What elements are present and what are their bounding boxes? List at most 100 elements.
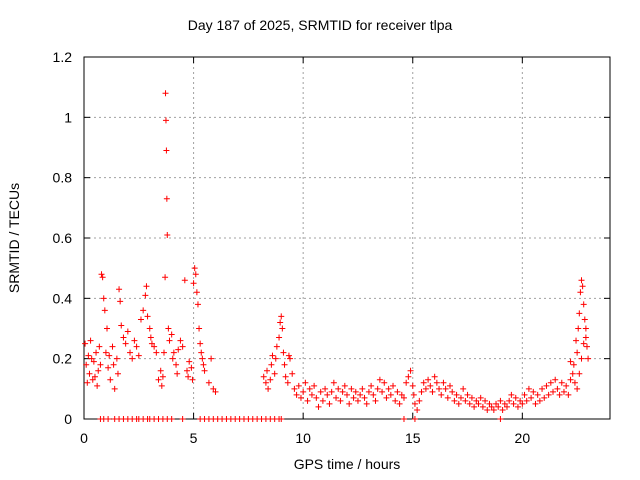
data-point — [147, 334, 154, 341]
data-point — [85, 352, 92, 359]
data-point — [431, 373, 438, 380]
data-point — [160, 349, 167, 356]
data-point — [574, 385, 581, 392]
data-point — [462, 397, 469, 404]
data-point — [102, 349, 109, 356]
data-point — [268, 361, 275, 368]
data-point — [530, 388, 537, 395]
data-point — [194, 301, 201, 308]
data-point — [368, 382, 375, 389]
data-point — [287, 355, 294, 362]
data-point — [525, 385, 532, 392]
data-point — [186, 358, 193, 365]
data-point — [374, 385, 381, 392]
data-point — [276, 334, 283, 341]
data-point — [468, 394, 475, 401]
y-tick-label: 0.8 — [53, 170, 73, 186]
data-point — [188, 364, 195, 371]
data-point — [556, 391, 563, 398]
data-point — [330, 379, 337, 386]
data-point — [120, 334, 127, 341]
data-point — [370, 391, 377, 398]
data-point — [354, 397, 361, 404]
data-point — [396, 400, 403, 407]
data-point — [490, 406, 497, 413]
data-point — [466, 400, 473, 407]
data-point — [580, 301, 587, 308]
data-point — [473, 397, 480, 404]
data-point — [205, 379, 212, 386]
data-point — [162, 117, 169, 124]
data-point — [493, 400, 500, 407]
data-point — [306, 385, 313, 392]
data-point — [460, 385, 467, 392]
data-point — [289, 370, 296, 377]
data-point — [281, 361, 288, 368]
data-point — [201, 367, 208, 374]
data-point — [447, 382, 454, 389]
data-point — [357, 391, 364, 398]
data-point — [97, 361, 104, 368]
data-point — [127, 349, 134, 356]
data-point — [508, 391, 515, 398]
data-point — [140, 307, 147, 314]
data-point — [352, 388, 359, 395]
data-point — [455, 400, 462, 407]
data-point — [554, 385, 561, 392]
data-point — [91, 373, 98, 380]
data-point — [387, 391, 394, 398]
data-point — [133, 343, 140, 350]
data-point — [300, 388, 307, 395]
data-point — [488, 403, 495, 410]
data-point — [563, 382, 570, 389]
data-point — [407, 367, 414, 374]
data-point — [151, 343, 158, 350]
data-point — [433, 379, 440, 386]
data-point — [96, 343, 103, 350]
x-axis-label: GPS time / hours — [293, 456, 401, 472]
data-point — [105, 416, 112, 422]
data-point — [93, 349, 100, 356]
data-point — [267, 376, 274, 383]
data-point — [200, 361, 207, 368]
data-point — [376, 376, 383, 383]
data-point — [153, 349, 160, 356]
y-tick-label: 0.2 — [53, 351, 73, 367]
data-point — [311, 382, 318, 389]
data-point — [212, 388, 219, 395]
data-point — [578, 355, 585, 362]
data-point — [539, 385, 546, 392]
data-point — [197, 340, 204, 347]
data-point — [344, 391, 350, 398]
y-tick-label: 1.2 — [53, 49, 73, 65]
data-point — [279, 325, 286, 332]
data-point — [181, 277, 188, 284]
data-point — [359, 385, 366, 392]
data-point — [117, 298, 124, 305]
data-point — [519, 400, 526, 407]
data-point — [410, 391, 417, 398]
data-point — [179, 343, 186, 350]
data-point — [523, 397, 530, 404]
data-point — [165, 325, 172, 332]
data-point — [90, 358, 97, 365]
data-point — [346, 400, 353, 407]
data-point — [328, 388, 335, 395]
data-point — [116, 286, 123, 293]
data-point — [199, 355, 206, 362]
data-point — [550, 388, 557, 395]
data-point — [405, 373, 412, 380]
data-point — [348, 385, 355, 392]
data-point — [414, 406, 421, 413]
data-point — [295, 382, 302, 389]
data-point — [129, 355, 136, 362]
data-point — [438, 391, 445, 398]
data-point — [512, 394, 519, 401]
data-point — [577, 289, 584, 296]
data-point — [583, 343, 590, 350]
data-point — [86, 370, 93, 377]
data-point — [422, 385, 429, 392]
data-point — [558, 379, 565, 386]
data-point — [361, 394, 368, 401]
